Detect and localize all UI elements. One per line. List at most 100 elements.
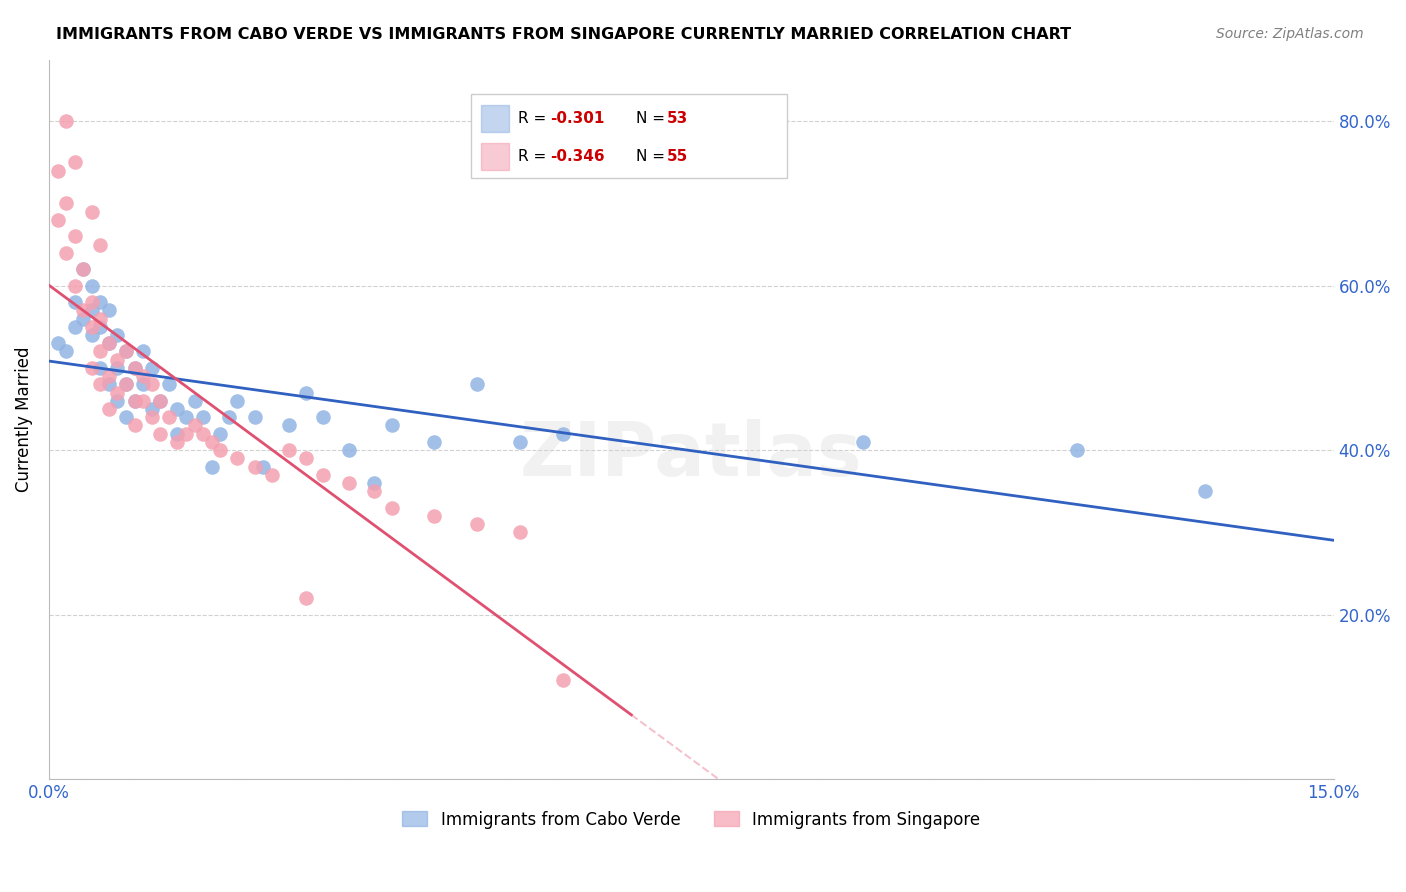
Point	[141, 402, 163, 417]
Point	[124, 360, 146, 375]
Point	[157, 410, 180, 425]
Point	[80, 204, 103, 219]
Point	[55, 245, 77, 260]
Point	[115, 410, 138, 425]
Point	[63, 155, 86, 169]
Text: 53: 53	[668, 111, 689, 126]
Point	[89, 295, 111, 310]
Point	[46, 213, 69, 227]
Point	[124, 360, 146, 375]
Text: ZIPatlas: ZIPatlas	[520, 418, 863, 491]
Point	[89, 377, 111, 392]
Point	[209, 426, 232, 441]
Point	[166, 434, 188, 449]
Point	[312, 410, 335, 425]
Point	[115, 377, 138, 392]
Point	[80, 303, 103, 318]
Point	[1066, 443, 1088, 458]
Point	[852, 434, 875, 449]
Point	[380, 500, 402, 515]
Point	[132, 377, 155, 392]
Point	[226, 451, 249, 466]
Point	[97, 303, 120, 318]
Point	[252, 459, 274, 474]
Point	[72, 262, 94, 277]
Point	[55, 344, 77, 359]
Point	[80, 295, 103, 310]
Point	[107, 393, 129, 408]
Point	[89, 344, 111, 359]
Point	[201, 459, 224, 474]
Point	[89, 319, 111, 334]
Point	[509, 434, 531, 449]
Point	[63, 295, 86, 310]
Legend: Immigrants from Cabo Verde, Immigrants from Singapore: Immigrants from Cabo Verde, Immigrants f…	[395, 804, 987, 835]
Point	[141, 377, 163, 392]
Point	[80, 328, 103, 343]
Point	[72, 303, 94, 318]
Text: R =: R =	[519, 111, 551, 126]
Point	[312, 467, 335, 482]
Point	[149, 393, 172, 408]
Point	[124, 393, 146, 408]
Point	[174, 426, 197, 441]
Bar	[481, 143, 509, 169]
Point	[183, 418, 205, 433]
Point	[80, 278, 103, 293]
Point	[166, 402, 188, 417]
Point	[124, 418, 146, 433]
Point	[226, 393, 249, 408]
Point	[115, 344, 138, 359]
Point	[191, 426, 214, 441]
Point	[423, 508, 446, 523]
Point	[551, 426, 574, 441]
Point	[509, 525, 531, 540]
Point	[295, 591, 318, 605]
Point	[89, 237, 111, 252]
Point	[72, 311, 94, 326]
Point	[183, 393, 205, 408]
Point	[107, 360, 129, 375]
Point	[72, 262, 94, 277]
Text: 55: 55	[668, 149, 689, 164]
Point	[295, 385, 318, 400]
Text: R =: R =	[519, 149, 551, 164]
Point	[132, 344, 155, 359]
Point	[132, 369, 155, 384]
Point	[423, 434, 446, 449]
Point	[55, 114, 77, 128]
Point	[465, 377, 488, 392]
Point	[63, 229, 86, 244]
Text: IMMIGRANTS FROM CABO VERDE VS IMMIGRANTS FROM SINGAPORE CURRENTLY MARRIED CORREL: IMMIGRANTS FROM CABO VERDE VS IMMIGRANTS…	[56, 27, 1071, 42]
Text: Source: ZipAtlas.com: Source: ZipAtlas.com	[1216, 27, 1364, 41]
Bar	[481, 104, 509, 132]
Point	[295, 451, 318, 466]
Point	[115, 344, 138, 359]
Point	[218, 410, 240, 425]
Point	[97, 369, 120, 384]
Text: -0.346: -0.346	[550, 149, 605, 164]
Point	[63, 319, 86, 334]
Point	[174, 410, 197, 425]
Text: -0.301: -0.301	[550, 111, 605, 126]
Point	[363, 475, 385, 490]
Point	[209, 443, 232, 458]
Point	[149, 426, 172, 441]
Point	[363, 484, 385, 499]
Point	[141, 360, 163, 375]
Point	[201, 434, 224, 449]
Point	[337, 443, 360, 458]
Point	[380, 418, 402, 433]
Point	[337, 475, 360, 490]
Point	[97, 377, 120, 392]
Point	[63, 278, 86, 293]
Point	[97, 336, 120, 351]
Point	[260, 467, 283, 482]
Point	[124, 393, 146, 408]
Text: N =: N =	[636, 111, 669, 126]
Point	[107, 328, 129, 343]
Point	[277, 418, 299, 433]
Y-axis label: Currently Married: Currently Married	[15, 346, 32, 492]
Point	[80, 360, 103, 375]
Point	[107, 352, 129, 367]
